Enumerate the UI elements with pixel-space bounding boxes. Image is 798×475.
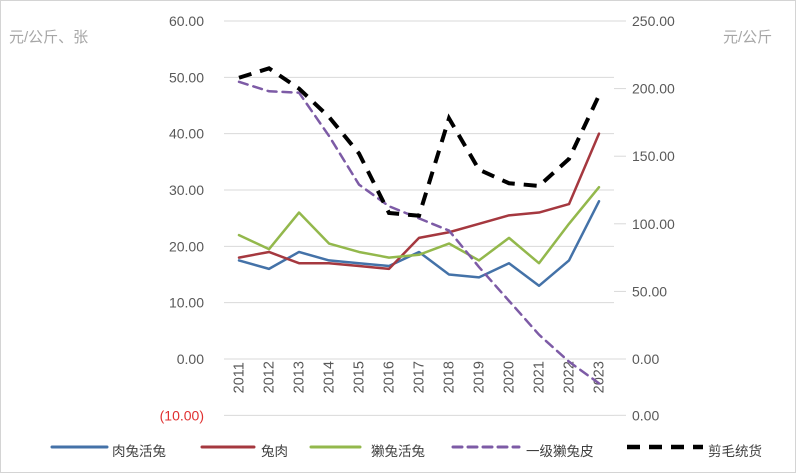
- svg-text:0.00: 0.00: [632, 407, 659, 423]
- svg-text:40.00: 40.00: [169, 126, 204, 142]
- svg-text:2011: 2011: [232, 362, 248, 393]
- svg-text:0.00: 0.00: [177, 351, 204, 367]
- svg-text:2021: 2021: [532, 361, 548, 393]
- svg-text:2018: 2018: [442, 361, 458, 393]
- svg-text:50.00: 50.00: [169, 69, 204, 85]
- svg-text:2023: 2023: [592, 361, 608, 393]
- svg-text:150.00: 150.00: [632, 148, 675, 164]
- svg-text:30.00: 30.00: [169, 182, 204, 198]
- svg-text:(10.00): (10.00): [160, 407, 204, 423]
- svg-text:250.00: 250.00: [632, 13, 675, 29]
- svg-text:200.00: 200.00: [632, 81, 675, 97]
- svg-text:2015: 2015: [352, 361, 368, 393]
- svg-text:2013: 2013: [292, 361, 308, 393]
- svg-text:0.00: 0.00: [632, 351, 659, 367]
- svg-text:50.00: 50.00: [632, 283, 667, 299]
- svg-text:60.00: 60.00: [169, 13, 204, 29]
- svg-text:2019: 2019: [472, 361, 488, 393]
- svg-text:2016: 2016: [382, 361, 398, 393]
- svg-text:2012: 2012: [262, 361, 278, 393]
- svg-text:2017: 2017: [412, 361, 428, 393]
- svg-text:2014: 2014: [322, 361, 338, 393]
- svg-text:20.00: 20.00: [169, 238, 204, 254]
- svg-text:2020: 2020: [502, 361, 518, 393]
- svg-text:10.00: 10.00: [169, 295, 204, 311]
- svg-text:100.00: 100.00: [632, 216, 675, 232]
